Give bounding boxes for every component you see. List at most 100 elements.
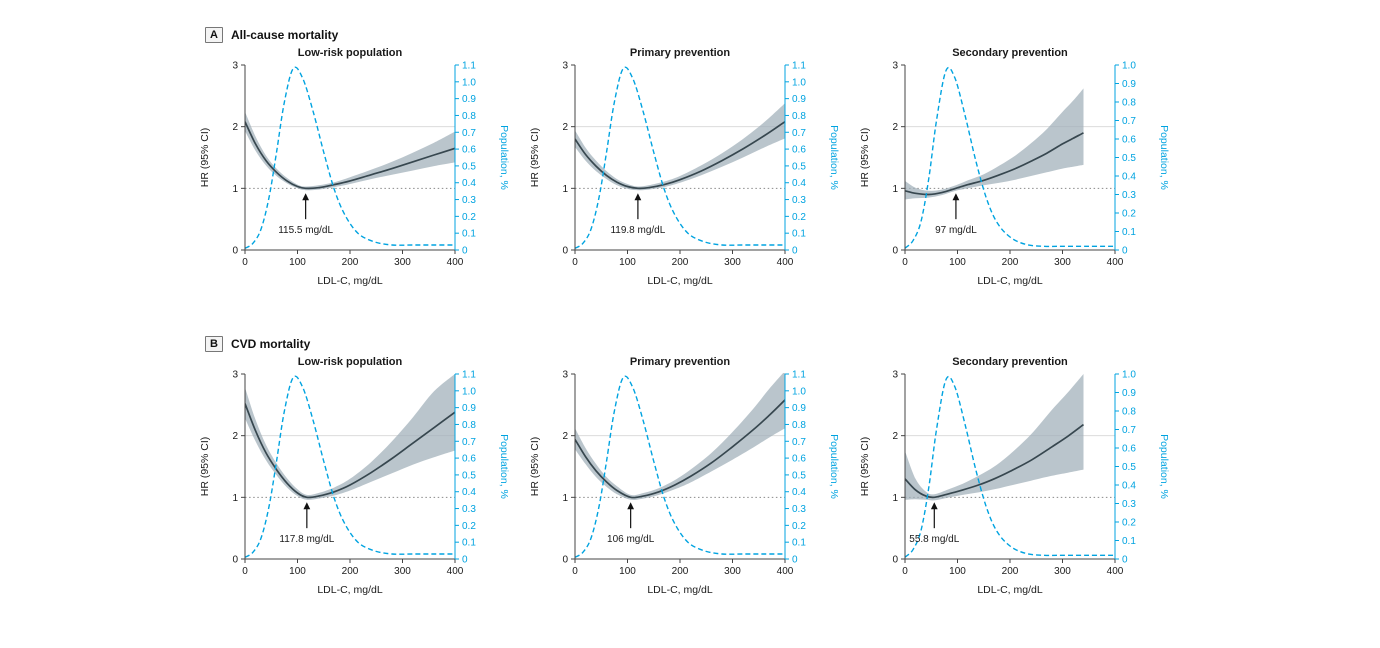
chart-title: Primary prevention bbox=[630, 47, 731, 59]
right-axis-title: Population, % bbox=[1158, 125, 1170, 190]
left-axis: 0 1 2 3 bbox=[562, 370, 576, 566]
x-tick-label: 0 bbox=[572, 257, 578, 268]
left-tick-label: 3 bbox=[892, 370, 898, 381]
ci-band bbox=[575, 103, 785, 191]
panel-a-charts: Low-risk population 115.5 mg/dL 0 1 2 3 HR (95… bbox=[195, 45, 1185, 295]
x-tick-label: 100 bbox=[289, 566, 306, 577]
panel-b-header: B CVD mortality bbox=[205, 335, 1185, 353]
x-tick-label: 300 bbox=[1054, 566, 1071, 577]
x-axis: 0 100 200 300 400 bbox=[242, 558, 464, 577]
right-tick-label: 0.8 bbox=[1122, 407, 1136, 418]
right-tick-label: 0.7 bbox=[462, 437, 476, 448]
nadir-label: 115.5 mg/dL bbox=[278, 225, 333, 236]
x-tick-label: 300 bbox=[394, 257, 411, 268]
right-axis-title: Population, % bbox=[828, 125, 840, 190]
chart-cvd-low-risk: Low-risk population 117.8 mg/dL 0 1 2 3 HR (95… bbox=[195, 354, 525, 604]
left-tick-label: 2 bbox=[562, 431, 568, 442]
right-tick-label: 0.8 bbox=[792, 420, 806, 431]
right-tick-label: 0.5 bbox=[792, 161, 806, 172]
ci-band bbox=[905, 88, 1084, 200]
x-tick-label: 0 bbox=[572, 566, 578, 577]
x-tick-label: 0 bbox=[902, 566, 908, 577]
right-tick-label: 0 bbox=[462, 555, 468, 566]
right-tick-label: 0.1 bbox=[792, 229, 806, 240]
nadir-annotation: 97 mg/dL bbox=[935, 193, 977, 236]
right-tick-label: 0.7 bbox=[1122, 425, 1136, 436]
ci-band bbox=[905, 374, 1084, 501]
x-tick-label: 0 bbox=[902, 257, 908, 268]
x-axis-title: LDL-C, mg/dL bbox=[317, 584, 383, 596]
panel-b-letter-badge: B bbox=[205, 336, 223, 352]
right-axis-title: Population, % bbox=[1158, 434, 1170, 499]
right-axis: 0 0.1 0.2 0.3 0.4 0.5 0.6 0.7 0.8 0.9 1.0 bbox=[1114, 370, 1136, 566]
nadir-annotation: 119.8 mg/dL bbox=[610, 193, 666, 236]
right-tick-label: 0.5 bbox=[462, 470, 476, 481]
nadir-annotation: 55.8 mg/dL bbox=[909, 502, 960, 545]
left-axis-title: HR (95% CI) bbox=[199, 128, 211, 188]
right-tick-label: 0.5 bbox=[792, 470, 806, 481]
x-tick-label: 400 bbox=[447, 257, 464, 268]
right-tick-label: 0.7 bbox=[792, 128, 806, 139]
left-axis-title: HR (95% CI) bbox=[529, 437, 541, 497]
left-tick-label: 0 bbox=[892, 555, 898, 566]
right-tick-label: 0.4 bbox=[462, 178, 476, 189]
nadir-label: 97 mg/dL bbox=[935, 225, 977, 236]
x-axis: 0 100 200 300 400 bbox=[902, 558, 1124, 577]
chart-all-cause-low-risk: Low-risk population 115.5 mg/dL 0 1 2 3 HR (95… bbox=[195, 45, 525, 295]
left-tick-label: 1 bbox=[892, 184, 898, 195]
left-tick-label: 2 bbox=[892, 122, 898, 133]
ci-band bbox=[245, 374, 455, 500]
left-tick-label: 1 bbox=[232, 493, 238, 504]
x-tick-label: 300 bbox=[724, 566, 741, 577]
panel-a: A All-cause mortality Low-risk populatio… bbox=[195, 26, 1185, 295]
x-axis-title: LDL-C, mg/dL bbox=[317, 275, 383, 287]
right-tick-label: 0.7 bbox=[462, 128, 476, 139]
right-tick-label: 0.9 bbox=[792, 94, 806, 105]
x-tick-label: 200 bbox=[672, 257, 689, 268]
chart-all-cause-primary-prevention: Primary prevention 119.8 mg/dL 0 1 2 3 HR (95%… bbox=[525, 45, 855, 295]
left-tick-label: 2 bbox=[562, 122, 568, 133]
right-axis-title: Population, % bbox=[498, 125, 510, 190]
chart-svg: Low-risk population 117.8 mg/dL 0 1 2 3 HR (95… bbox=[199, 356, 510, 596]
left-tick-label: 2 bbox=[892, 431, 898, 442]
right-tick-label: 0.1 bbox=[1122, 227, 1136, 238]
right-tick-label: 0.3 bbox=[1122, 499, 1136, 510]
right-tick-label: 0.9 bbox=[1122, 388, 1136, 399]
right-tick-label: 0.5 bbox=[1122, 462, 1136, 473]
x-axis-title: LDL-C, mg/dL bbox=[647, 275, 713, 287]
nadir-annotation: 106 mg/dL bbox=[607, 502, 655, 545]
right-tick-label: 0.4 bbox=[792, 178, 806, 189]
right-tick-label: 0 bbox=[462, 246, 468, 257]
right-tick-label: 0.5 bbox=[1122, 153, 1136, 164]
x-tick-label: 100 bbox=[289, 257, 306, 268]
right-tick-label: 0.2 bbox=[792, 212, 806, 223]
right-tick-label: 1.1 bbox=[792, 370, 806, 381]
figure: A All-cause mortality Low-risk populatio… bbox=[195, 0, 1185, 604]
population-curve bbox=[245, 66, 455, 249]
population-curve bbox=[575, 66, 785, 249]
right-tick-label: 0.2 bbox=[462, 212, 476, 223]
x-tick-label: 400 bbox=[1107, 257, 1124, 268]
chart-title: Secondary prevention bbox=[952, 47, 1068, 59]
right-axis-title: Population, % bbox=[828, 434, 840, 499]
nadir-annotation: 117.8 mg/dL bbox=[279, 502, 335, 545]
left-tick-label: 2 bbox=[232, 122, 238, 133]
x-tick-label: 200 bbox=[342, 257, 359, 268]
population-curve bbox=[905, 66, 1115, 249]
right-tick-label: 0.4 bbox=[1122, 481, 1136, 492]
x-tick-label: 400 bbox=[777, 566, 794, 577]
right-tick-label: 0.4 bbox=[792, 487, 806, 498]
right-axis: 0 0.1 0.2 0.3 0.4 0.5 0.6 0.7 0.8 0.9 1.0 1.1 bbox=[454, 370, 476, 566]
x-tick-label: 300 bbox=[724, 257, 741, 268]
population-curve bbox=[245, 375, 455, 558]
x-tick-label: 300 bbox=[1054, 257, 1071, 268]
right-tick-label: 1.1 bbox=[792, 61, 806, 72]
right-tick-label: 0.6 bbox=[1122, 444, 1136, 455]
left-axis-title: HR (95% CI) bbox=[199, 437, 211, 497]
chart-title: Low-risk population bbox=[298, 356, 403, 368]
right-tick-label: 0.2 bbox=[1122, 209, 1136, 220]
chart-all-cause-secondary-prevention: Secondary prevention 97 mg/dL 0 1 2 3 HR (95% … bbox=[855, 45, 1185, 295]
nadir-arrowhead bbox=[302, 193, 310, 201]
left-tick-label: 0 bbox=[562, 246, 568, 257]
right-tick-label: 0.6 bbox=[792, 145, 806, 156]
